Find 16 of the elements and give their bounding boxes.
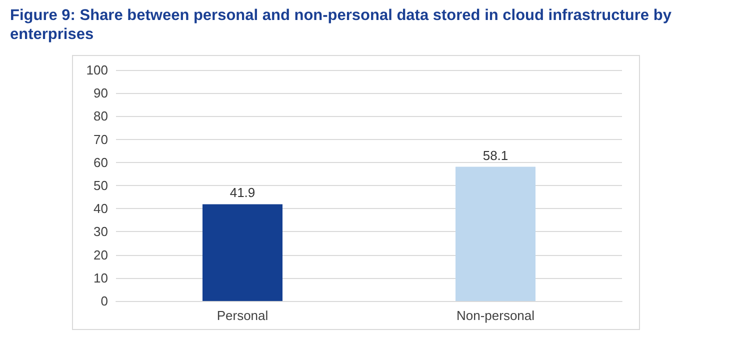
x-tick-label: Non-personal — [456, 308, 535, 323]
y-tick-label: 70 — [94, 132, 108, 147]
y-tick-label: 20 — [94, 247, 108, 262]
y-tick-label: 100 — [86, 62, 108, 78]
y-tick-label: 50 — [94, 178, 108, 193]
y-tick-label: 80 — [94, 108, 108, 124]
x-tick-label: Personal — [216, 308, 268, 323]
chart-title: Figure 9: Share between personal and non-personal data stored in cloud infrastructure by enterprises — [10, 6, 672, 44]
y-tick-label: 60 — [94, 154, 108, 170]
y-tick-label: 90 — [94, 86, 108, 101]
data-label: 58.1 — [482, 148, 508, 163]
y-tick-label: 0 — [100, 294, 108, 308]
y-tick-label: 10 — [94, 270, 108, 286]
y-tick-label: 30 — [94, 224, 108, 240]
data-label: 41.9 — [230, 185, 256, 200]
y-tick-label: 40 — [94, 201, 108, 216]
